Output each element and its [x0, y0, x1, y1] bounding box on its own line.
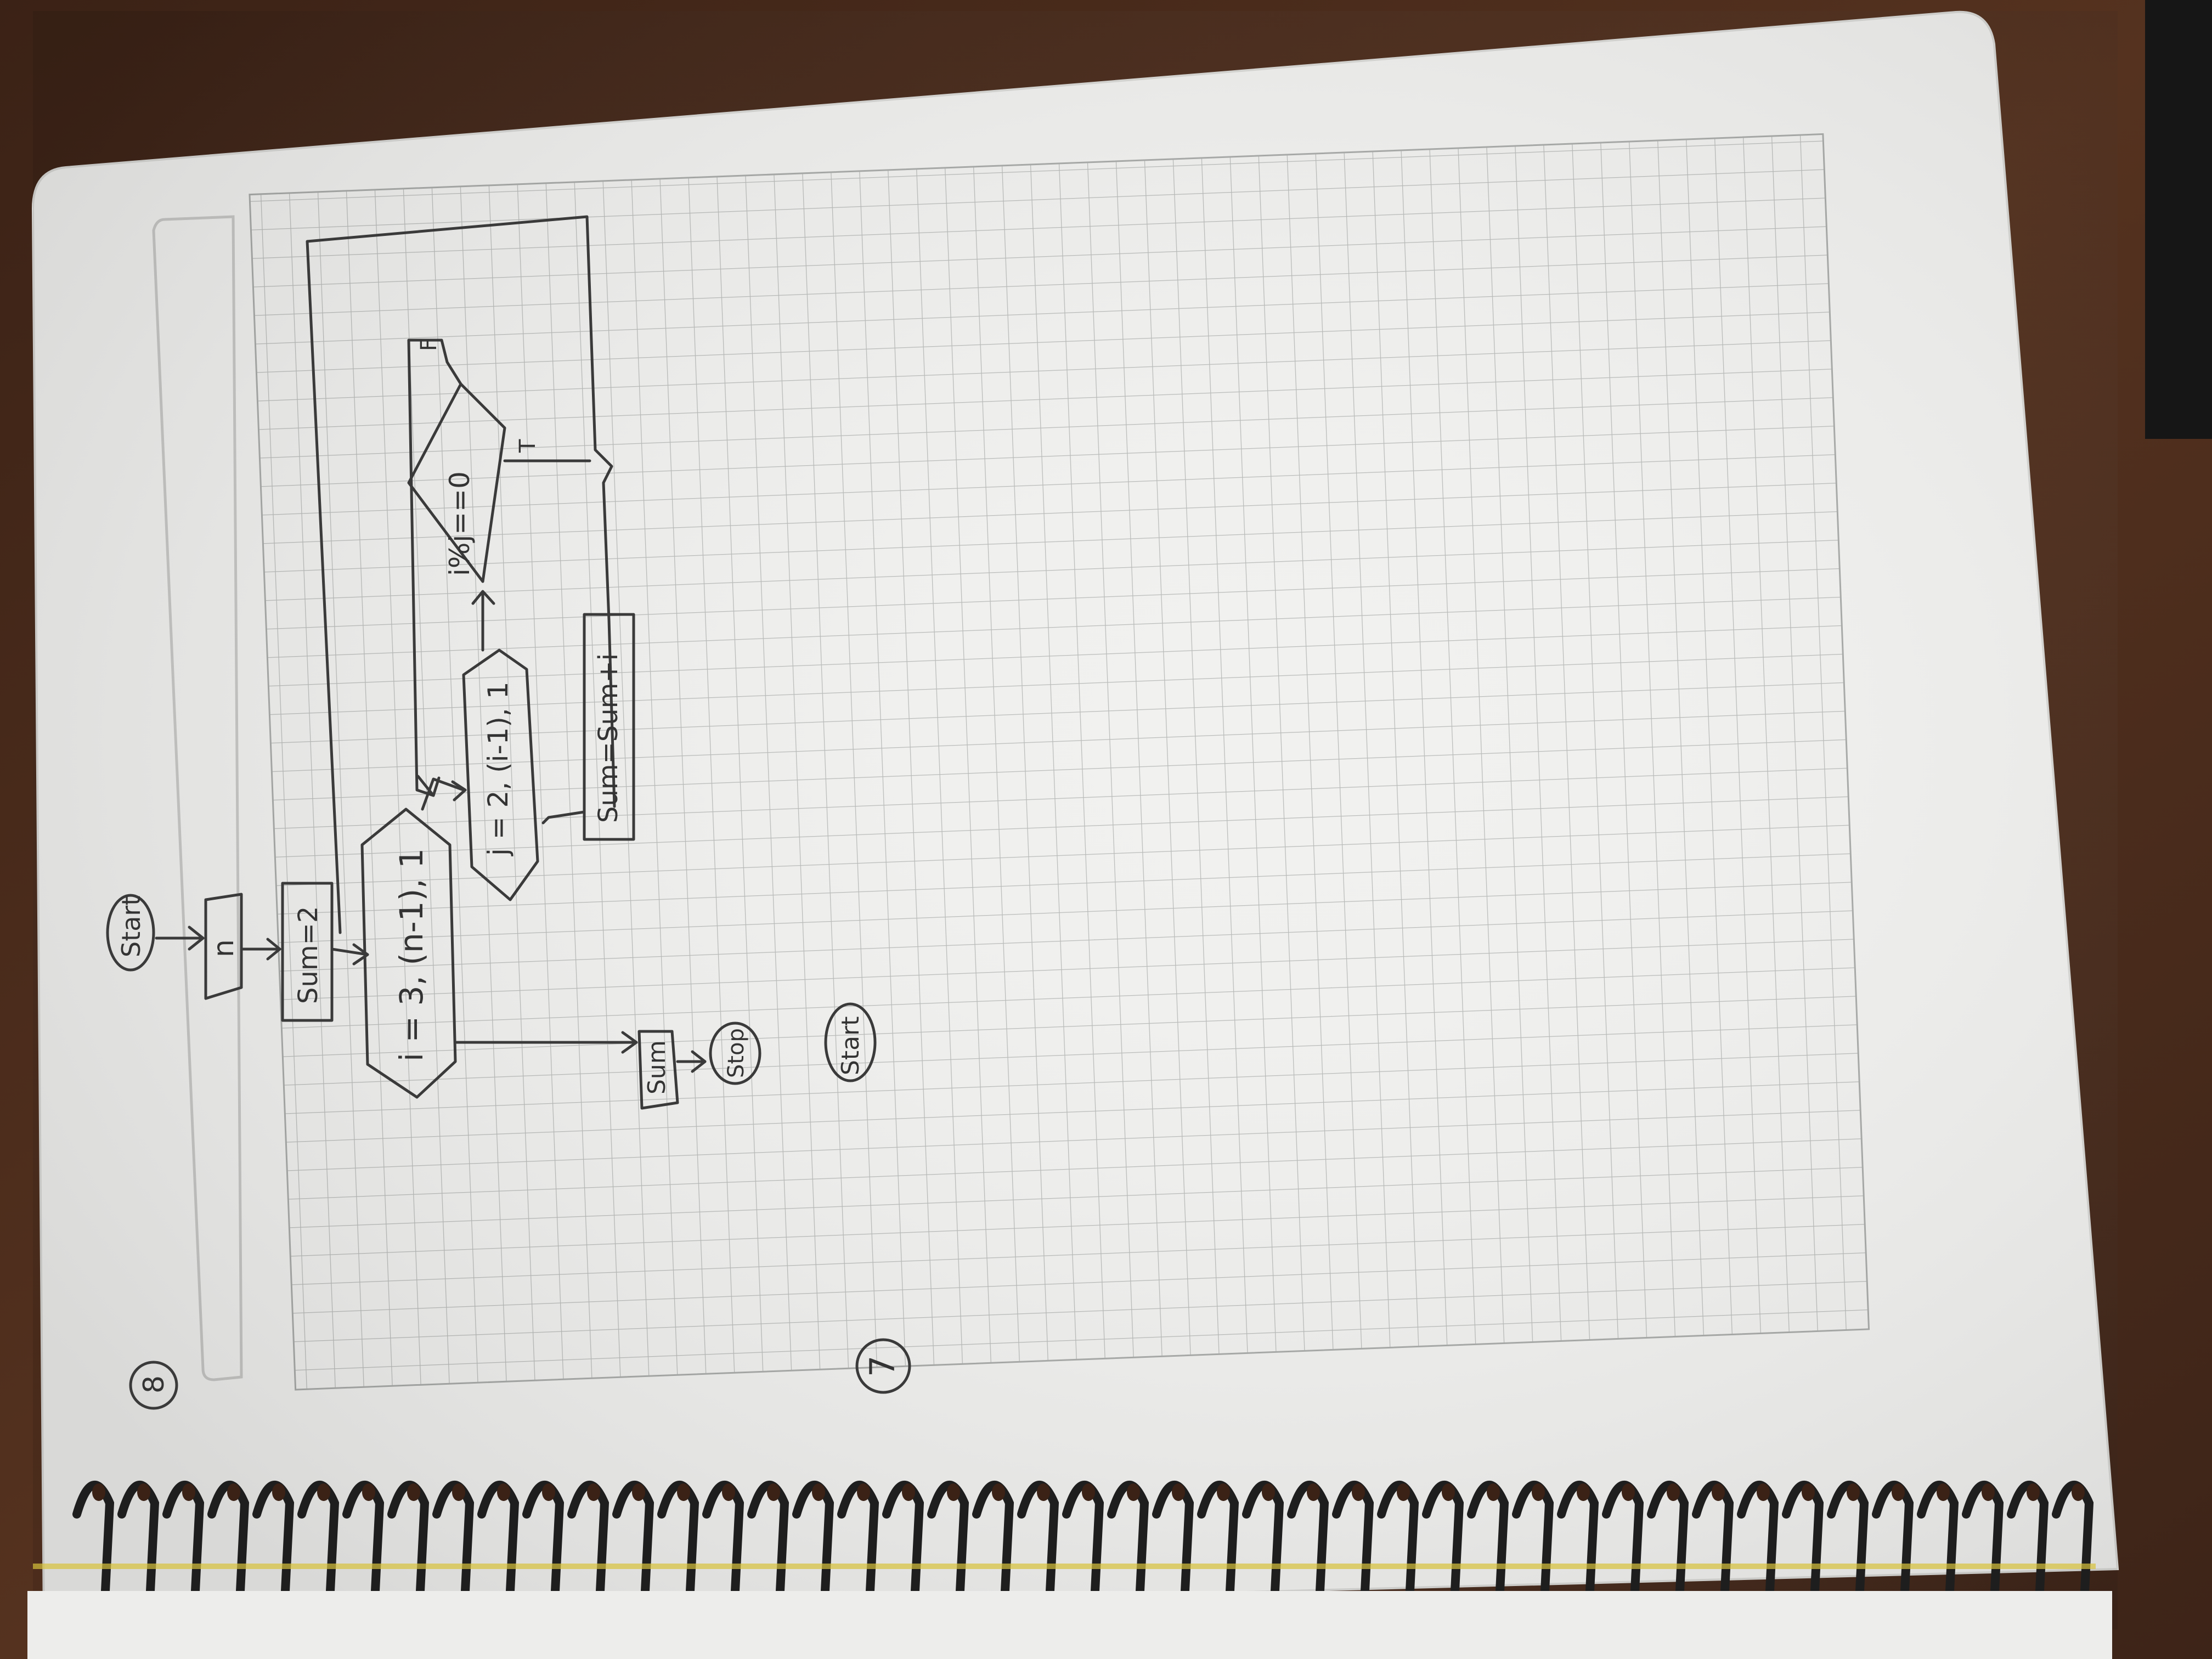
binding-hole — [92, 1483, 105, 1501]
input-label: n — [207, 939, 240, 957]
binding-hole — [2027, 1483, 2040, 1501]
binding-hole — [902, 1483, 915, 1501]
start-label: Start — [116, 896, 146, 957]
binding-hole — [992, 1483, 1005, 1501]
start-terminal — [106, 894, 155, 972]
page-numbers: 8 7 — [129, 1338, 911, 1410]
outer-loop-hexagon — [360, 808, 457, 1099]
binding-hole — [1352, 1483, 1365, 1501]
binding-hole — [1127, 1483, 1140, 1501]
init-label: Sum=2 — [293, 906, 324, 1004]
stop-terminal — [709, 1022, 761, 1085]
binding-hole — [812, 1483, 825, 1501]
inner-loop-hexagon — [462, 648, 539, 901]
update-process-box — [583, 613, 635, 841]
inner-loop-label: j = 2, (i-1), 1 — [482, 681, 514, 856]
binding-hole — [857, 1483, 870, 1501]
condition-label: i%j==0 — [444, 471, 476, 576]
binding-hole — [452, 1483, 465, 1501]
start-label-7: Start — [837, 1017, 865, 1076]
binding-hole — [1082, 1483, 1095, 1501]
true-label: T — [515, 439, 540, 453]
binding-hole — [1172, 1483, 1185, 1501]
binding-hole — [1667, 1483, 1680, 1501]
page-number-8-circle — [129, 1361, 178, 1410]
binding-hole — [227, 1483, 240, 1501]
output-label: Sum — [643, 1040, 671, 1094]
binding-hole — [362, 1483, 375, 1501]
binding-hole — [1532, 1483, 1545, 1501]
lower-page-edge — [27, 1591, 2112, 1659]
binding-hole — [1712, 1483, 1725, 1501]
binding-yellow-strip — [33, 1564, 2096, 1569]
binding-hole — [1937, 1483, 1950, 1501]
binding-hole — [632, 1483, 645, 1501]
binding-hole — [272, 1483, 285, 1501]
output-parallelogram — [637, 1030, 679, 1110]
binding-hole — [182, 1483, 195, 1501]
flowchart-8-drawing — [106, 215, 877, 1110]
binding-hole — [947, 1483, 960, 1501]
binding-hole — [767, 1483, 780, 1501]
binding-hole — [1262, 1483, 1275, 1501]
update-label: Sum=Sum+i — [593, 653, 624, 823]
binding-hole — [1037, 1483, 1050, 1501]
binding-hole — [317, 1483, 330, 1501]
binding-hole — [1982, 1483, 1995, 1501]
binding-hole — [407, 1483, 420, 1501]
binding-hole — [1307, 1483, 1320, 1501]
false-label: F — [416, 338, 442, 351]
binding-hole — [1487, 1483, 1500, 1501]
binding-hole — [722, 1483, 735, 1501]
page-number-7-circle — [855, 1338, 911, 1394]
outer-loop-label: i = 3, (n-1), 1 — [393, 848, 430, 1062]
dark-object-top-right — [2145, 0, 2212, 439]
binding-hole — [587, 1483, 600, 1501]
binding-hole — [1397, 1483, 1410, 1501]
binding-hole — [2072, 1483, 2085, 1501]
start-terminal-7 — [824, 1002, 877, 1082]
page-number-8: 8 — [138, 1375, 171, 1393]
binding-hole — [542, 1483, 555, 1501]
binding-hole — [137, 1483, 150, 1501]
binding-hole — [1217, 1483, 1230, 1501]
binding-hole — [1442, 1483, 1455, 1501]
input-parallelogram — [204, 893, 243, 1000]
stop-label: Stop — [724, 1028, 749, 1078]
page-number-7: 7 — [862, 1356, 902, 1377]
binding-hole — [1847, 1483, 1860, 1501]
binding-hole — [1622, 1483, 1635, 1501]
binding-hole — [677, 1483, 690, 1501]
init-process-box — [281, 882, 334, 1022]
binding-hole — [497, 1483, 510, 1501]
flowchart-8-labels: Start n Sum=2 i = 3, (n-1), 1 j = 2, (i-… — [116, 338, 865, 1094]
binding-hole — [1892, 1483, 1905, 1501]
binding-hole — [1757, 1483, 1770, 1501]
binding-hole — [1577, 1483, 1590, 1501]
binding-hole — [1802, 1483, 1815, 1501]
